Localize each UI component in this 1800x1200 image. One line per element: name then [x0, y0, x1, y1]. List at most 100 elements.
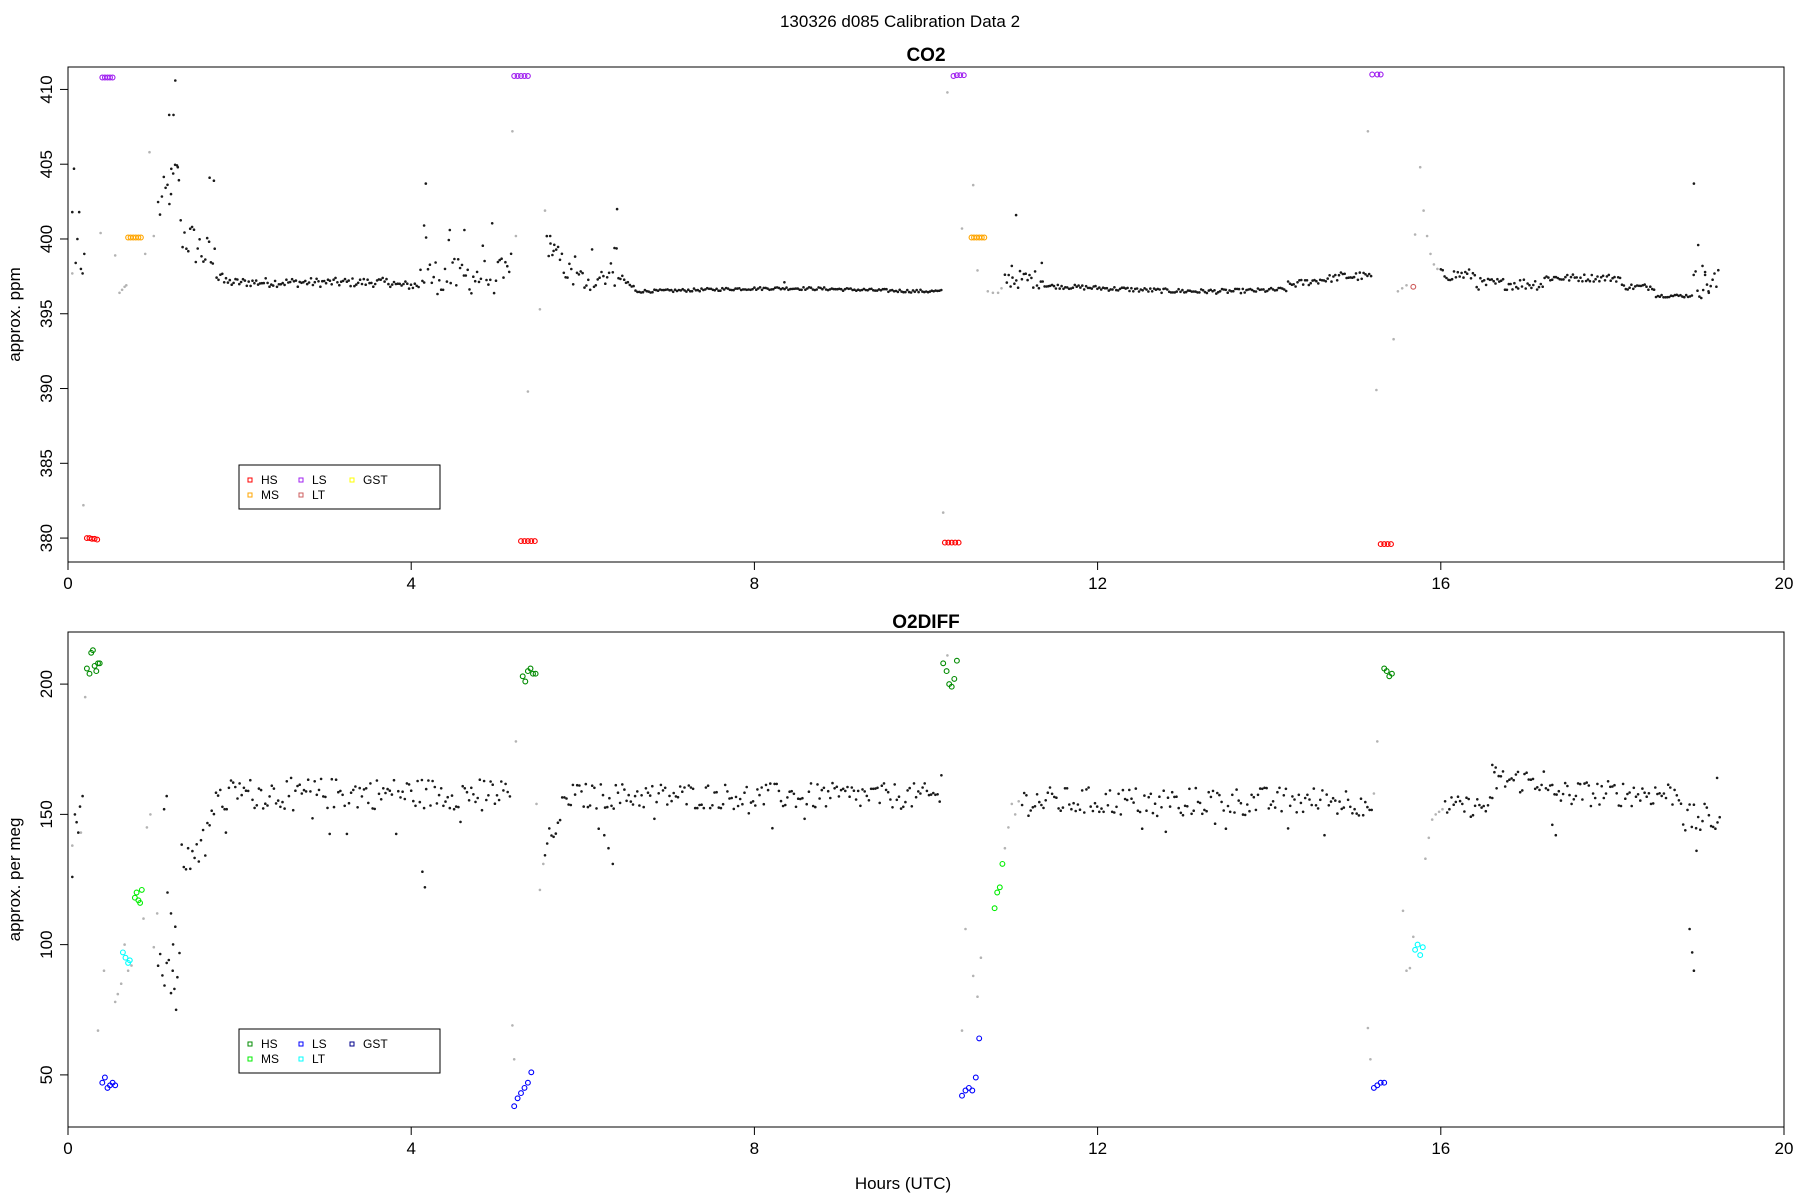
data-point — [1033, 270, 1037, 273]
calibration-point-ls — [969, 1087, 976, 1094]
data-point — [1147, 795, 1150, 799]
data-point — [562, 271, 566, 275]
data-point — [1033, 805, 1037, 808]
data-point — [1555, 793, 1558, 796]
data-point — [1694, 270, 1697, 273]
data-point — [362, 277, 366, 281]
data-point — [266, 804, 269, 807]
data-point — [1544, 787, 1548, 790]
calibration-point-hs — [952, 539, 959, 546]
data-point — [1480, 806, 1483, 809]
data-point — [211, 262, 215, 265]
data-point — [1593, 796, 1597, 800]
data-point — [392, 280, 396, 284]
calibration-point-ls — [524, 73, 531, 79]
data-point — [1121, 788, 1125, 792]
data-point — [1323, 833, 1326, 837]
data-point — [1265, 786, 1268, 790]
data-point — [713, 289, 717, 292]
data-point — [1548, 784, 1552, 787]
data-point — [1581, 280, 1584, 283]
data-point — [723, 783, 727, 787]
data-point — [1462, 276, 1465, 279]
data-point — [271, 284, 275, 287]
data-point — [732, 288, 735, 292]
data-point — [826, 789, 830, 793]
data-point — [751, 800, 755, 803]
data-point — [172, 113, 175, 117]
legend-item-ls: LS — [298, 473, 327, 487]
calibration-point-ls — [511, 1103, 518, 1110]
data-point — [1566, 784, 1569, 788]
data-point — [1128, 788, 1131, 792]
calibration-point-ms — [996, 884, 1003, 891]
data-point — [1218, 793, 1221, 797]
calibration-point-hs — [1388, 541, 1394, 548]
data-point — [553, 243, 556, 247]
data-point — [285, 278, 288, 282]
data-point — [491, 783, 495, 786]
data-point — [692, 287, 696, 290]
calibration-point-ls — [99, 1079, 106, 1086]
data-point — [1583, 273, 1586, 277]
data-point — [1529, 778, 1533, 781]
data-point — [197, 860, 201, 863]
data-point — [1654, 786, 1657, 789]
data-point — [700, 803, 703, 806]
data-point — [904, 800, 907, 804]
data-point — [446, 795, 450, 799]
data-point — [613, 284, 616, 287]
data-point — [1607, 273, 1611, 277]
data-point — [1256, 793, 1260, 797]
data-point — [1445, 276, 1448, 280]
data-point — [681, 790, 684, 793]
data-point — [869, 787, 873, 791]
data-point — [1291, 795, 1294, 798]
data-point — [1039, 280, 1043, 283]
data-point — [338, 283, 341, 287]
data-point — [887, 290, 890, 294]
data-point — [174, 1008, 178, 1012]
transition-point — [1366, 130, 1370, 133]
data-point — [1181, 813, 1185, 817]
data-point — [1484, 809, 1488, 813]
data-point — [719, 806, 723, 810]
data-point — [1632, 287, 1635, 291]
data-point — [715, 790, 718, 794]
data-point — [659, 783, 663, 787]
data-point — [834, 287, 837, 291]
data-point — [898, 288, 901, 292]
data-point — [841, 787, 845, 791]
data-point — [1450, 277, 1454, 281]
data-point — [441, 288, 445, 292]
data-point — [1602, 796, 1606, 800]
data-point — [264, 277, 268, 280]
calibration-point-ls — [957, 72, 964, 79]
data-point — [371, 807, 374, 810]
calibration-point-hs — [1388, 670, 1395, 677]
legend-item-gst: GST — [349, 473, 388, 487]
data-point — [870, 287, 873, 291]
data-point — [1231, 793, 1234, 797]
data-point — [1031, 806, 1035, 809]
transition-point — [1366, 1026, 1370, 1030]
data-point — [1186, 805, 1189, 808]
data-point — [508, 795, 512, 798]
data-point — [1316, 807, 1320, 810]
data-point — [1339, 271, 1343, 274]
data-point — [373, 282, 377, 286]
data-point — [420, 778, 424, 782]
transition-point — [1418, 165, 1422, 169]
calibration-point-hs — [948, 539, 955, 546]
data-point — [185, 247, 188, 250]
data-point — [549, 242, 552, 245]
data-point — [772, 287, 775, 291]
data-point — [171, 969, 174, 972]
data-point — [383, 280, 386, 283]
data-point — [165, 961, 168, 965]
data-point — [204, 854, 207, 857]
data-point — [206, 821, 209, 825]
data-point — [1617, 804, 1621, 807]
data-point — [1134, 787, 1138, 790]
